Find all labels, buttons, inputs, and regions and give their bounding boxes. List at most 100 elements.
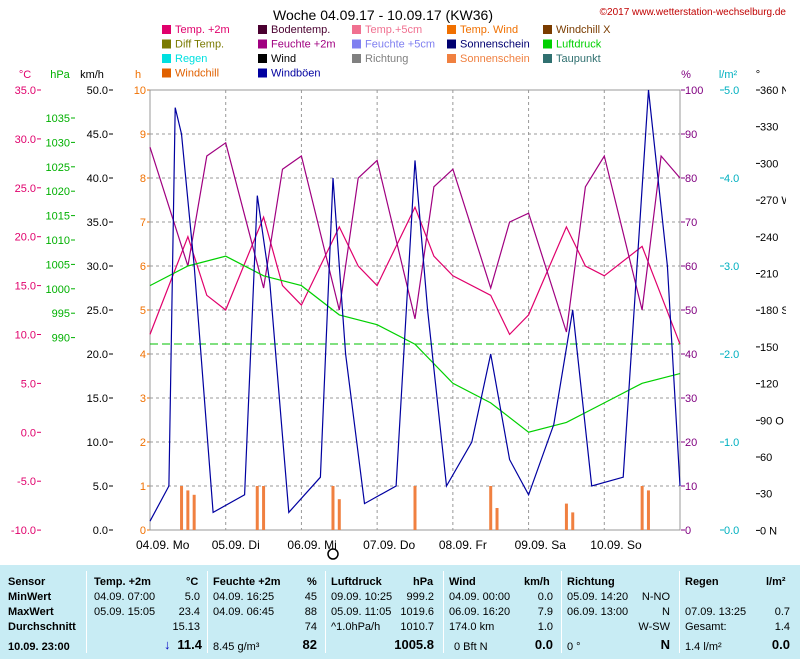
sunshine-bar xyxy=(186,490,190,530)
legend-label: Feuchte +2m xyxy=(271,39,336,51)
h-tick-label: 10 xyxy=(134,85,146,97)
pct-axis-unit: % xyxy=(681,69,691,81)
current-wind-bft: 0 Bft N xyxy=(454,641,488,653)
legend-swatch xyxy=(543,54,552,63)
sunshine-bar xyxy=(564,503,568,530)
temp-tick-label: 0.0 xyxy=(21,427,36,439)
current-timestamp: 10.09. 23:00 xyxy=(8,641,70,653)
kmh-tick-label: 30.0 xyxy=(87,261,108,273)
sunshine-bar xyxy=(180,486,184,530)
header-temp: Temp. +2m xyxy=(94,576,151,588)
h-tick-label: 8 xyxy=(140,173,146,185)
copyright-text: ©2017 www.wetterstation-wechselburg.de xyxy=(600,7,787,18)
direction-time: 05.09. 14:20 xyxy=(567,591,629,603)
sunshine-bar xyxy=(571,512,575,530)
kmh-tick-label: 20.0 xyxy=(87,349,108,361)
sunshine-bar xyxy=(640,486,644,530)
pressure-value: 1019.6 xyxy=(400,606,434,618)
sunshine-bar xyxy=(337,499,341,530)
h-tick-label: 6 xyxy=(140,261,146,273)
pct-tick-label: 10 xyxy=(685,481,697,493)
column-separator xyxy=(86,571,87,653)
h-axis-unit: h xyxy=(135,69,141,81)
legend-swatch xyxy=(352,25,361,34)
time-marker-icon xyxy=(327,548,339,560)
column-separator xyxy=(443,571,444,653)
temp-tick-label: -5.0 xyxy=(17,476,36,488)
series-line-0 xyxy=(149,205,681,345)
legend-label: Windchill X xyxy=(556,24,611,36)
current-wind: 0.0 xyxy=(534,637,553,652)
header-feuchte-unit: % xyxy=(307,576,317,588)
legend-label: Windchill xyxy=(175,68,219,80)
hpa-tick-label: 1015 xyxy=(46,211,70,223)
pct-tick-label: 70 xyxy=(685,217,697,229)
header-wind: Wind xyxy=(449,576,476,588)
deg-tick-label: 30 xyxy=(760,489,772,501)
legend-swatch xyxy=(543,39,552,49)
legend-swatch xyxy=(162,68,171,78)
row-label: Durchschnitt xyxy=(8,621,76,633)
current-rain-total: 1.4 l/m² xyxy=(685,641,722,653)
column-separator xyxy=(325,571,326,653)
h-tick-label: 9 xyxy=(140,129,146,141)
legend-label: Windböen xyxy=(271,68,321,80)
header-regen-unit: l/m² xyxy=(766,576,786,588)
pct-tick-label: 20 xyxy=(685,437,697,449)
temp-value: 15.13 xyxy=(172,621,200,633)
deg-tick-label: 300 xyxy=(760,158,778,170)
column-separator xyxy=(561,571,562,653)
lm2-tick-label: 3.0 xyxy=(724,261,739,273)
row-label: MinWert xyxy=(8,591,52,603)
lm2-tick-label: 4.0 xyxy=(724,173,739,185)
legend-label: Richtung xyxy=(365,53,408,65)
pct-tick-label: 50 xyxy=(685,305,697,317)
hpa-tick-label: 1030 xyxy=(46,137,70,149)
sunshine-bar xyxy=(495,508,499,530)
deg-tick-label: 210 xyxy=(760,269,778,281)
day-label: 08.09. Fr xyxy=(439,538,487,552)
temp-tick-label: -10.0 xyxy=(11,525,36,537)
legend-label: Taupunkt xyxy=(556,53,601,65)
hpa-tick-label: 1035 xyxy=(46,113,70,125)
series-line-1 xyxy=(149,141,681,333)
lm2-tick-label: 1.0 xyxy=(724,437,739,449)
rain-time: 07.09. 13:25 xyxy=(685,606,747,618)
lm2-tick-label: 0.0 xyxy=(724,525,739,537)
h-tick-label: 5 xyxy=(140,305,146,317)
day-label: 09.09. Sa xyxy=(515,538,567,552)
humidity-value: 88 xyxy=(304,606,317,618)
pct-tick-label: 30 xyxy=(685,393,697,405)
day-label: 10.09. So xyxy=(590,538,642,552)
deg-tick-label: 330 xyxy=(760,122,778,134)
column-separator xyxy=(207,571,208,653)
deg-tick-label: 180 S xyxy=(760,305,789,317)
pct-tick-label: 40 xyxy=(685,349,697,361)
day-label: 06.09. Mi xyxy=(287,538,336,552)
kmh-tick-label: 15.0 xyxy=(87,393,108,405)
rain-time: Gesamt: xyxy=(685,621,727,633)
chart-legend: Temp. +2m Bodentemp. Temp.+5cm Temp. Wind Wi… xyxy=(162,24,611,80)
legend-label: Temp. Wind xyxy=(460,24,518,36)
legend-swatch xyxy=(258,39,267,49)
series-line-3 xyxy=(149,89,681,522)
deg-tick-label: 360 N xyxy=(760,85,789,97)
deg-tick-label: 240 xyxy=(760,232,778,244)
header-richtung: Richtung xyxy=(567,576,615,588)
h-tick-label: 1 xyxy=(140,481,146,493)
temp-tick-label: 30.0 xyxy=(15,134,36,146)
hpa-tick-label: 990 xyxy=(52,333,70,345)
sunshine-bar xyxy=(262,486,266,530)
day-label: 05.09. Di xyxy=(212,538,260,552)
deg-tick-label: 60 xyxy=(760,452,772,464)
hpa-axis-unit: hPa xyxy=(50,69,70,81)
hpa-tick-label: 1005 xyxy=(46,259,70,271)
direction-time: 06.09. 13:00 xyxy=(567,606,629,618)
deg-tick-label: 270 W xyxy=(760,195,792,207)
pct-tick-label: 100 xyxy=(685,85,703,97)
wind-time: 04.09. 00:00 xyxy=(449,591,511,603)
humidity-time: 04.09. 06:45 xyxy=(213,606,275,618)
kmh-tick-label: 0.0 xyxy=(93,525,108,537)
h-tick-label: 0 xyxy=(140,525,146,537)
h-tick-label: 3 xyxy=(140,393,146,405)
